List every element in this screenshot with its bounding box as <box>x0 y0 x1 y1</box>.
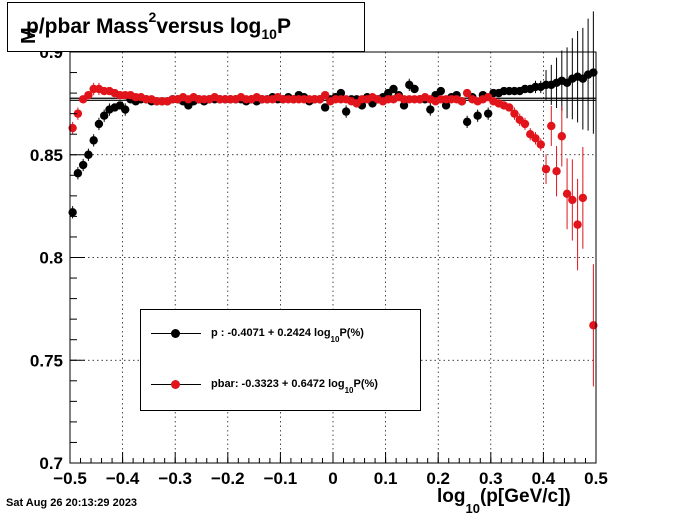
point-pbar <box>457 97 467 106</box>
y-tick-label: 0.85 <box>30 146 63 165</box>
point-pbar <box>536 140 545 149</box>
point-p <box>483 109 493 118</box>
point-p <box>73 169 83 178</box>
legend-p-sub: 10 <box>330 335 340 345</box>
point-pbar <box>505 103 514 112</box>
point-p <box>84 150 93 159</box>
title-prefix: p/pbar Mass <box>26 15 149 38</box>
xlabel-prefix: log <box>437 486 466 507</box>
point-pbar <box>578 193 588 203</box>
x-tick-label: 0.1 <box>374 469 398 488</box>
x-axis-label: log10(p[GeV/c]) <box>437 486 571 516</box>
point-p <box>441 101 451 110</box>
data-points <box>68 11 598 387</box>
y-axis-label: M <box>18 27 40 44</box>
point-p <box>78 160 88 170</box>
xlabel-suffix: (p[GeV/c]) <box>479 486 571 507</box>
title-sub: 10 <box>261 26 277 42</box>
point-p <box>389 84 398 94</box>
point-pbar <box>68 123 77 133</box>
legend-label-p: p : -0.4071 + 0.2424 log10P(%) <box>211 327 364 345</box>
x-tick-label: −0.3 <box>158 469 192 488</box>
point-pbar <box>589 321 598 330</box>
legend-marker-pbar <box>171 380 180 389</box>
x-tick-label: 0.2 <box>426 469 450 488</box>
x-tick-label: −0.5 <box>53 469 87 488</box>
point-pbar <box>573 220 582 229</box>
legend-marker-p <box>171 329 180 338</box>
point-p <box>589 68 598 77</box>
x-tick-label: 0.5 <box>584 469 608 488</box>
point-p <box>94 119 104 129</box>
point-p <box>320 103 330 112</box>
point-pbar <box>520 119 530 129</box>
point-pbar <box>320 90 330 100</box>
y-tick-label: 0.75 <box>30 351 63 370</box>
point-p <box>436 86 446 96</box>
point-p <box>473 111 482 120</box>
point-p <box>399 101 409 110</box>
legend-pbar-name: pbar: -0.3323 + 0.6472 log <box>211 378 345 390</box>
x-tick-label: 0 <box>328 469 337 488</box>
point-p <box>89 136 98 145</box>
point-pbar <box>557 132 567 141</box>
legend-entry-p: p : -0.4071 + 0.2424 log10P(%) <box>141 324 420 344</box>
point-pbar <box>531 134 540 143</box>
axis-layer: −0.5 −0.4 −0.3 −0.2 −0.1 0 0.1 0.2 0.3 0.4 0.5 0.7 0… <box>30 43 608 488</box>
title-sup: 2 <box>148 9 157 25</box>
legend-p-name: p : -0.4071 + 0.2424 log <box>211 327 331 339</box>
title-mid: versus log <box>156 15 262 38</box>
point-p <box>99 111 109 120</box>
title-suffix: P <box>276 15 291 38</box>
legend-pbar-suffix: P(%) <box>353 378 378 390</box>
legend: p : -0.4071 + 0.2424 log10P(%) pbar: -0.… <box>140 309 421 411</box>
point-pbar <box>568 195 577 205</box>
point-p <box>341 107 351 116</box>
point-p <box>410 84 419 94</box>
point-pbar <box>84 90 93 100</box>
y-tick-label: 0.7 <box>39 454 63 473</box>
point-p <box>68 208 77 217</box>
point-p <box>336 88 346 98</box>
point-pbar <box>462 88 472 98</box>
point-p <box>462 117 472 127</box>
legend-pbar-sub: 10 <box>344 386 354 396</box>
x-tick-label: −0.2 <box>211 469 245 488</box>
chart-title: p/pbar Mass 2 versus log 10 P <box>7 2 365 52</box>
point-pbar <box>547 121 556 131</box>
x-tick-label: 0.4 <box>532 469 556 488</box>
point-p <box>121 105 130 114</box>
point-pbar <box>562 189 572 198</box>
x-tick-label: 0.3 <box>479 469 503 488</box>
x-tick-label: −0.1 <box>264 469 298 488</box>
point-pbar <box>552 166 561 176</box>
point-p <box>426 105 435 114</box>
point-pbar <box>73 109 83 118</box>
legend-entry-pbar: pbar: -0.3323 + 0.6472 log10P(%) <box>141 375 420 395</box>
point-pbar <box>541 164 551 174</box>
xlabel-sub: 10 <box>465 500 480 516</box>
point-pbar <box>510 109 519 118</box>
legend-label-pbar: pbar: -0.3323 + 0.6472 log10P(%) <box>211 378 378 396</box>
legend-p-suffix: P(%) <box>339 327 364 339</box>
timestamp: Sat Aug 26 20:13:29 2023 <box>6 497 138 509</box>
y-tick-label: 0.8 <box>39 249 63 268</box>
x-tick-label: −0.4 <box>106 469 140 488</box>
